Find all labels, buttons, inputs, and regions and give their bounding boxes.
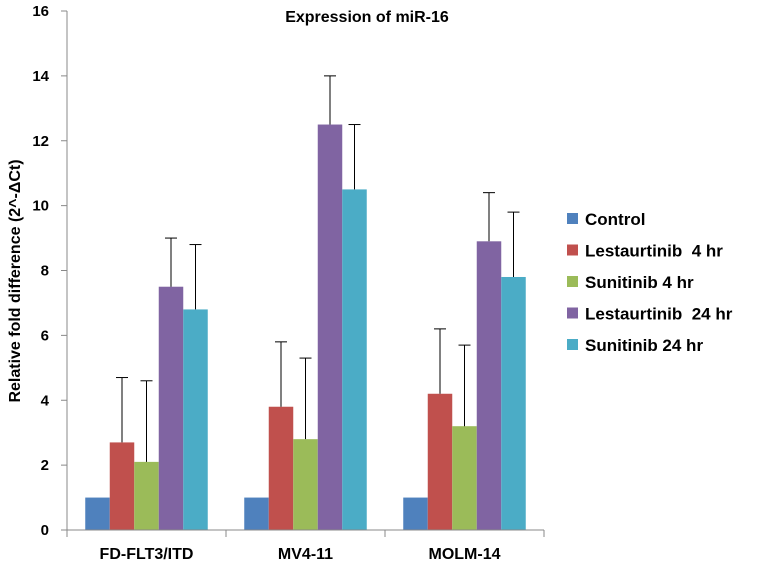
bar [109, 442, 135, 530]
x-axis: FD-FLT3/ITD MV4-11 MOLM-14 [66, 529, 545, 563]
y-tick-label: 0 [41, 522, 49, 539]
bar [342, 189, 367, 530]
x-tick-label: MV4-11 [278, 546, 333, 563]
bar [158, 286, 184, 530]
bar [427, 393, 453, 530]
legend-label: Lestaurtinib 4 hr [585, 242, 723, 261]
bar [244, 497, 269, 530]
y-tick-label: 8 [41, 263, 49, 280]
bar [452, 426, 477, 530]
y-axis: 0 2 4 6 8 10 12 14 16 [32, 3, 67, 539]
legend-swatch [567, 307, 578, 319]
y-tick-label: 14 [32, 68, 49, 85]
bar [317, 124, 343, 530]
legend-swatch [567, 339, 578, 350]
bar [501, 276, 526, 530]
legend: Control Lestaurtinib 4 hr Sunitinib 4 hr Le… [567, 210, 733, 355]
plot-area [85, 124, 526, 530]
legend-label: Sunitinib 4 hr [585, 273, 694, 292]
legend-label: Lestaurtinib 24 hr [585, 305, 733, 324]
legend-swatch [567, 213, 578, 224]
y-tick-label: 6 [41, 327, 49, 344]
y-tick-label: 2 [41, 457, 49, 474]
bar [183, 309, 208, 530]
x-tick-label: FD-FLT3/ITD [100, 546, 194, 563]
error-bars [116, 75, 520, 462]
bar [476, 241, 502, 530]
y-tick-label: 12 [32, 133, 49, 150]
legend-swatch [567, 244, 578, 256]
y-axis-label: Relative fold difference (2^-ΔCt) [7, 159, 24, 402]
bar [268, 406, 294, 530]
bar [85, 497, 110, 530]
bar [134, 461, 159, 530]
x-tick-label: MOLM-14 [429, 546, 501, 563]
y-tick-label: 16 [32, 3, 49, 20]
y-tick-label: 10 [32, 198, 49, 215]
chart-title: Expression of miR-16 [285, 9, 449, 26]
legend-swatch [567, 276, 578, 287]
bar [403, 497, 428, 530]
legend-label: Control [585, 210, 645, 229]
bar [293, 439, 318, 530]
legend-label: Sunitinib 24 hr [585, 336, 703, 355]
y-tick-label: 4 [41, 392, 50, 409]
